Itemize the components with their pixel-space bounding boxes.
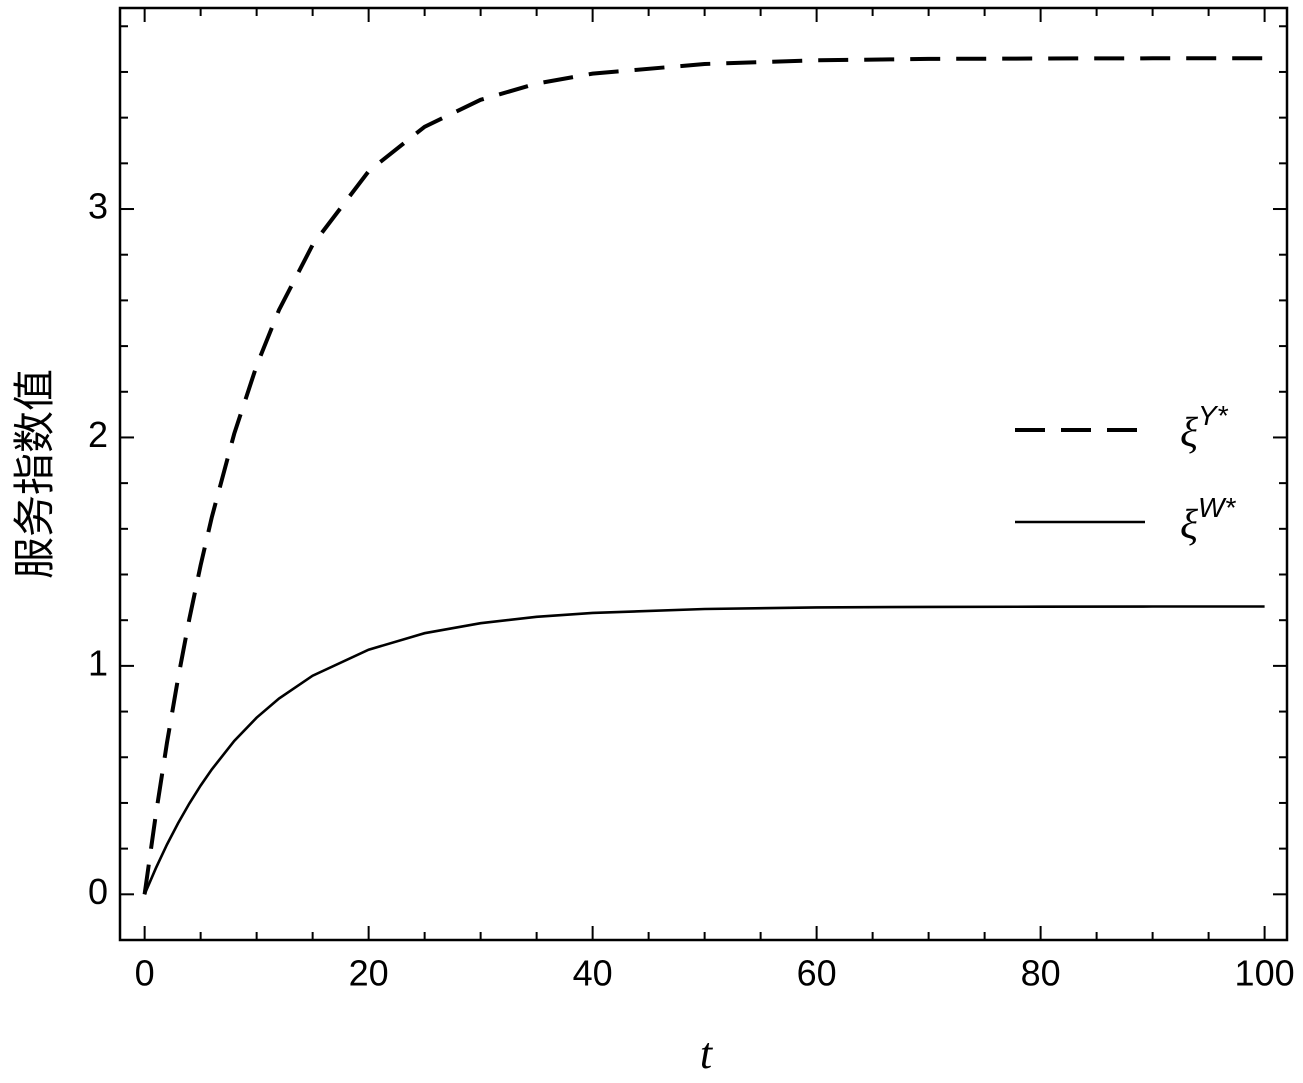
x-axis-label: t	[700, 1029, 714, 1078]
x-tick-label: 60	[797, 953, 837, 994]
x-tick-label: 20	[349, 953, 389, 994]
y-tick-label: 3	[88, 186, 108, 227]
x-tick-label: 40	[573, 953, 613, 994]
x-tick-label: 0	[135, 953, 155, 994]
series-line	[142, 56, 1265, 895]
series-line	[143, 605, 1265, 895]
legend-label: ξW*	[1180, 492, 1236, 547]
y-tick-label: 1	[88, 642, 108, 683]
x-tick-label: 80	[1021, 953, 1061, 994]
legend-label: ξY*	[1180, 400, 1229, 455]
x-tick-label: 100	[1235, 953, 1295, 994]
plot-frame	[118, 6, 1289, 942]
y-axis-label: 服务指数值	[11, 369, 58, 579]
y-tick-label: 0	[88, 871, 108, 912]
y-tick-label: 2	[88, 414, 108, 455]
